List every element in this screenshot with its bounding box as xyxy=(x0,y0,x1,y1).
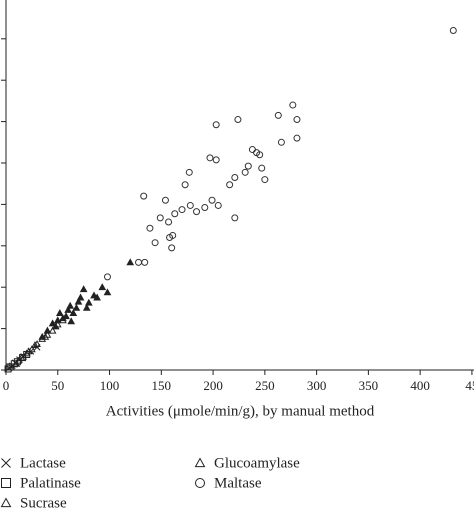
point xyxy=(181,181,189,189)
point xyxy=(64,305,72,313)
x-tick-label: 0 xyxy=(3,378,10,393)
point xyxy=(151,239,159,247)
point xyxy=(4,365,12,373)
point xyxy=(53,316,62,324)
point xyxy=(293,116,301,124)
legend-marker xyxy=(0,497,12,508)
point xyxy=(98,283,107,291)
point xyxy=(208,196,216,204)
point xyxy=(135,258,143,266)
point xyxy=(161,196,169,204)
legend-label: Lactase xyxy=(20,455,66,471)
point xyxy=(140,192,148,200)
point xyxy=(51,322,60,330)
point xyxy=(74,297,83,305)
point xyxy=(168,244,176,252)
point xyxy=(48,319,57,327)
point xyxy=(48,326,57,334)
point xyxy=(103,288,112,296)
x-axis-label: Activities (μmole/min/g), by manual meth… xyxy=(106,403,375,419)
point xyxy=(146,224,154,232)
point xyxy=(277,138,285,146)
point xyxy=(289,101,297,109)
legend-marker xyxy=(194,457,206,468)
point xyxy=(201,204,209,212)
x-tick-label: 400 xyxy=(410,378,430,393)
point xyxy=(241,168,249,176)
point xyxy=(178,206,186,214)
point xyxy=(171,210,179,218)
point xyxy=(84,298,93,306)
point xyxy=(248,146,256,154)
point xyxy=(55,309,64,316)
point xyxy=(231,173,239,181)
point xyxy=(67,317,76,325)
point xyxy=(43,326,52,334)
point xyxy=(244,162,252,170)
legend-label: Glucoamylase xyxy=(214,455,300,471)
point xyxy=(185,168,193,176)
point xyxy=(156,214,164,222)
x-tick-label: 50 xyxy=(51,378,64,393)
point xyxy=(22,349,31,357)
point xyxy=(166,234,174,242)
point xyxy=(206,154,214,162)
legend-label: Sucrase xyxy=(20,495,67,509)
point xyxy=(165,218,173,226)
point xyxy=(449,27,457,35)
x-tick-label: 100 xyxy=(100,378,120,393)
x-tick-label: 350 xyxy=(359,378,379,393)
point xyxy=(141,258,149,266)
point xyxy=(31,341,39,349)
point xyxy=(293,134,301,142)
legend-marker xyxy=(1,458,11,468)
point xyxy=(24,347,33,355)
point xyxy=(212,121,220,129)
point xyxy=(14,356,23,364)
x-tick-label: 250 xyxy=(255,378,275,393)
point xyxy=(258,164,266,172)
x-tick-label: 300 xyxy=(307,378,327,393)
point xyxy=(82,303,91,311)
point xyxy=(90,291,98,299)
point xyxy=(274,111,282,119)
point xyxy=(66,301,75,309)
legend-label: Palatinase xyxy=(20,475,81,491)
point xyxy=(79,285,88,293)
point xyxy=(212,156,220,164)
point xyxy=(38,332,47,340)
point xyxy=(256,151,264,159)
point xyxy=(231,214,239,222)
x-tick-label: 150 xyxy=(152,378,172,393)
point xyxy=(214,201,222,209)
legend-marker xyxy=(1,478,11,488)
legend-label: Maltase xyxy=(214,475,262,491)
legend-marker xyxy=(195,478,205,488)
point xyxy=(28,345,36,353)
point xyxy=(62,312,70,320)
point xyxy=(186,201,194,209)
point xyxy=(126,258,135,266)
point xyxy=(76,293,85,301)
x-tick-label: 45 xyxy=(465,378,474,393)
point xyxy=(193,208,201,216)
point xyxy=(261,176,269,184)
point xyxy=(17,353,26,361)
point xyxy=(72,303,81,311)
point xyxy=(103,273,111,281)
x-tick-label: 200 xyxy=(203,378,223,393)
point xyxy=(69,309,78,316)
point xyxy=(234,116,242,124)
point xyxy=(226,181,234,189)
